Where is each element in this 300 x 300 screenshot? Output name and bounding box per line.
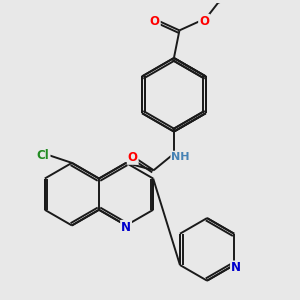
Text: O: O	[150, 15, 160, 28]
Text: NH: NH	[171, 152, 190, 162]
Text: O: O	[128, 151, 138, 164]
Text: Cl: Cl	[37, 149, 50, 162]
Text: O: O	[199, 15, 209, 28]
Text: N: N	[231, 262, 241, 275]
Text: N: N	[121, 221, 131, 234]
